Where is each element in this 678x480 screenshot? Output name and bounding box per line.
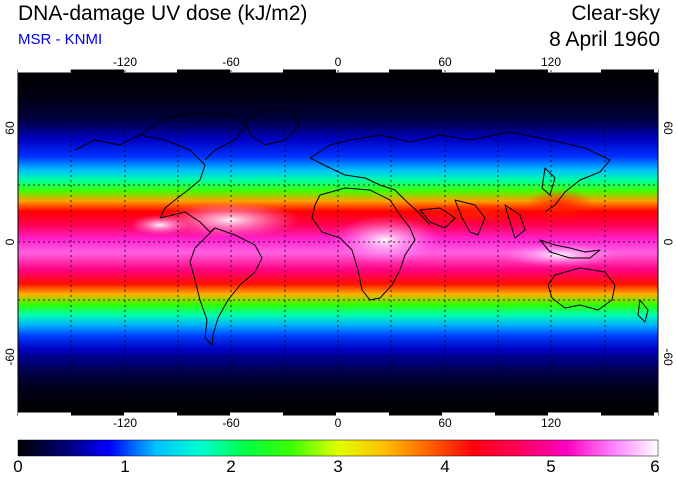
lon-label-bottom: 120: [541, 416, 561, 430]
colorbar-tick-label: 6: [650, 457, 660, 476]
colorbar-tick-label: 4: [440, 457, 450, 476]
colorbar: [17, 439, 659, 457]
colorbar-tick-label: 5: [546, 457, 556, 476]
map-title: DNA-damage UV dose (kJ/m2): [18, 2, 308, 25]
colorbar-tick-label: 2: [226, 457, 236, 476]
latitude-labels-right: 60 0 -60: [661, 121, 675, 366]
longitude-labels-bottom: -120 -60 0 60 120: [113, 416, 561, 430]
colorbar-tick-label: 1: [120, 457, 130, 476]
map-field: [18, 70, 658, 415]
lon-label-bottom: -60: [222, 416, 240, 430]
lon-label-top: -60: [222, 55, 240, 69]
lat-label-right: 0: [661, 239, 675, 246]
lon-label-bottom: 60: [438, 416, 452, 430]
lon-label-bottom: 0: [335, 416, 342, 430]
longitude-labels-top: -120 -60 0 60 120: [113, 55, 561, 69]
colorbar-tick-label: 3: [333, 457, 343, 476]
source-label: MSR - KNMI: [18, 31, 103, 48]
coastlines: [74, 107, 649, 346]
lon-label-top: 120: [541, 55, 561, 69]
latitude-labels-left: 60 0 -60: [3, 121, 17, 366]
date-label: 8 April 1960: [549, 28, 660, 51]
colorbar-tick-label: 0: [13, 457, 23, 476]
lon-label-bottom: -120: [113, 416, 137, 430]
lat-label-left: 0: [3, 238, 17, 245]
lat-label-left: -60: [3, 348, 17, 366]
sky-condition-label: Clear-sky: [571, 2, 660, 25]
lon-label-top: -120: [113, 55, 137, 69]
graticule: [18, 70, 658, 415]
lon-label-top: 60: [438, 55, 452, 69]
lat-label-left: 60: [3, 121, 17, 135]
lat-label-right: -60: [661, 348, 675, 366]
lon-label-top: 0: [335, 55, 342, 69]
lat-label-right: 60: [661, 121, 675, 135]
